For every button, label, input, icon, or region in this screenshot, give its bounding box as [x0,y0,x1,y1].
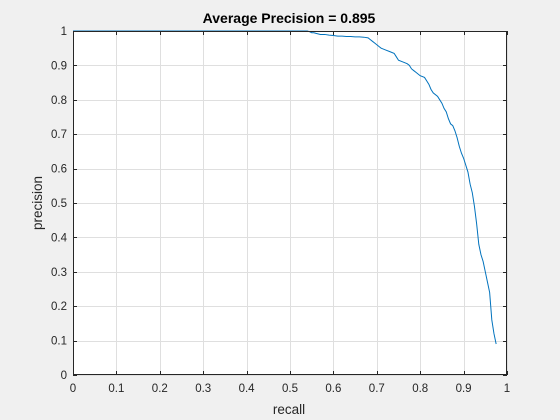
y-tick-label: 0.9 [51,60,67,72]
x-axis-label: recall [273,402,305,417]
x-tick-label: 0.9 [456,383,472,395]
x-tick-label: 0.8 [412,383,428,395]
x-tick-label: 1 [504,383,510,395]
y-tick-label: 1 [61,26,67,38]
grid-lines [73,31,508,376]
y-tick-label: 0.1 [51,336,67,348]
y-axis-ticks: 0 0.1 0.2 0.3 0.4 0.5 0.6 0.7 0.8 0.9 1 [51,26,507,382]
y-tick-label: 0.6 [51,164,67,176]
x-tick-label: 0.5 [282,383,298,395]
y-tick-label: 0.8 [51,95,67,107]
y-tick-label: 0.4 [51,232,68,244]
x-axis-ticks: 0 0.1 0.2 0.3 0.4 0.5 0.6 0.7 0.8 0.9 1 [70,31,510,395]
x-tick-label: 0 [70,383,76,395]
x-tick-label: 0.4 [239,383,256,395]
x-tick-label: 0.2 [152,383,168,395]
chart-title: Average Precision = 0.895 [203,10,376,26]
precision-recall-line [73,30,497,345]
y-tick-label: 0 [61,370,67,382]
y-tick-label: 0.7 [51,129,67,141]
x-tick-label: 0.7 [369,383,385,395]
y-axis-label: precision [30,176,45,230]
x-tick-label: 0.6 [325,383,341,395]
y-tick-label: 0.3 [51,267,67,279]
x-tick-label: 0.1 [108,383,124,395]
y-tick-label: 0.2 [51,301,67,313]
data-line-group [73,30,497,345]
x-tick-label: 0.3 [195,383,211,395]
y-tick-label: 0.5 [51,198,67,210]
